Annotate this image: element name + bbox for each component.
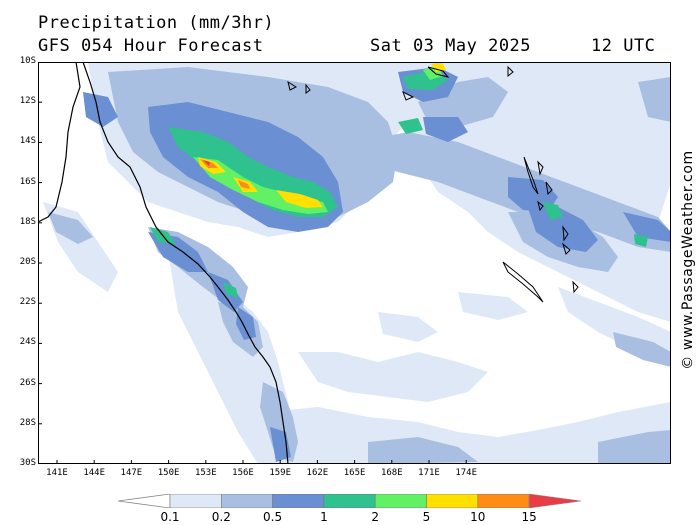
longitude-label: 141E bbox=[46, 468, 68, 478]
coastline-australia bbox=[38, 62, 289, 464]
legend-threshold-label: 0.2 bbox=[211, 510, 231, 524]
longitude-label: 144E bbox=[83, 468, 106, 478]
latitude-label: 22S bbox=[19, 297, 36, 308]
legend-arrow-high bbox=[528, 494, 582, 508]
legend-swatch bbox=[426, 494, 479, 508]
latitude-label: 30S bbox=[19, 458, 36, 468]
latitude-label: 18S bbox=[19, 216, 36, 227]
precipitation-map bbox=[38, 62, 671, 464]
legend-threshold-label: 15 bbox=[521, 510, 537, 524]
latitude-label: 16S bbox=[19, 176, 36, 187]
longitude-label: 156E bbox=[232, 468, 254, 478]
longitude-label: 171E bbox=[418, 468, 440, 478]
latitude-label: 28S bbox=[19, 417, 36, 428]
latitude-label: 24S bbox=[19, 337, 36, 348]
longitude-label: 162E bbox=[306, 468, 329, 478]
axis-ticks bbox=[38, 62, 467, 464]
forecast-time: 12 UTC bbox=[591, 36, 656, 56]
map-title: Precipitation (mm/3hr) bbox=[38, 13, 275, 33]
longitude-label: 165E bbox=[343, 468, 366, 478]
latitude-label: 26S bbox=[19, 377, 36, 388]
coastline-islands bbox=[287, 65, 579, 303]
longitude-label: 147E bbox=[120, 468, 143, 478]
longitude-label: 159E bbox=[269, 468, 292, 478]
forecast-label: GFS 054 Hour Forecast bbox=[38, 36, 264, 56]
legend-swatch bbox=[477, 494, 530, 508]
longitude-label: 174E bbox=[455, 468, 478, 478]
legend-swatch bbox=[169, 494, 222, 508]
legend-swatch bbox=[374, 494, 427, 508]
legend-threshold-label: 0.1 bbox=[160, 510, 180, 524]
latitude-label: 20S bbox=[19, 257, 36, 267]
precipitation-legend bbox=[118, 494, 582, 508]
legend-swatch bbox=[221, 494, 273, 508]
copyright-credit: © www.PassageWeather.com bbox=[680, 150, 696, 370]
legend-threshold-label: 5 bbox=[422, 510, 431, 524]
precip-intense-areas bbox=[200, 159, 250, 189]
latitude-label: 10S bbox=[19, 56, 36, 66]
legend-threshold-label: 1 bbox=[320, 510, 328, 524]
legend-threshold-label: 0.5 bbox=[263, 510, 283, 524]
legend-arrow-low bbox=[118, 494, 171, 508]
forecast-date: Sat 03 May 2025 bbox=[370, 36, 532, 56]
legend-threshold-label: 2 bbox=[371, 510, 380, 524]
legend-swatch bbox=[272, 494, 325, 508]
legend-swatch bbox=[323, 494, 376, 508]
longitude-label: 168E bbox=[380, 468, 403, 478]
latitude-label: 12S bbox=[19, 96, 36, 107]
legend-threshold-label: 10 bbox=[470, 510, 486, 524]
longitude-label: 150E bbox=[157, 468, 180, 478]
longitude-label: 153E bbox=[194, 468, 217, 478]
latitude-label: 14S bbox=[19, 136, 36, 147]
